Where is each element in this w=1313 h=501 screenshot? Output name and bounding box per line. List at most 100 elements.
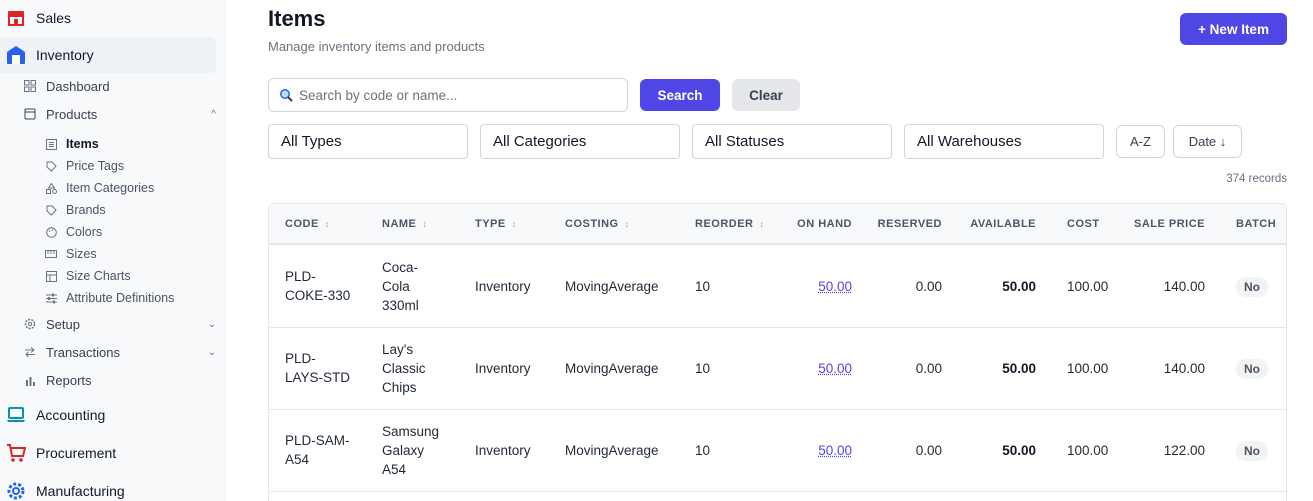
nav-products[interactable]: Products ^ <box>22 103 220 125</box>
nav-size-charts[interactable]: Size Charts <box>44 266 131 286</box>
cell-reserved: 0.00 <box>916 277 942 296</box>
cell-cost: 100.00 <box>1067 359 1108 378</box>
shapes-icon <box>44 183 58 194</box>
tag-icon <box>44 205 58 216</box>
nav-reports[interactable]: Reports <box>22 369 220 391</box>
on-hand-link[interactable]: 50.00 <box>818 277 852 296</box>
nav-price-tags[interactable]: Price Tags <box>44 156 124 176</box>
module-label: Manufacturing <box>36 483 125 499</box>
nav-label: Colors <box>66 225 102 239</box>
module-accounting[interactable]: Accounting <box>0 397 226 433</box>
laptop-icon <box>4 403 28 427</box>
cell-type: Inventory <box>475 441 531 460</box>
module-label: Sales <box>36 10 71 26</box>
cell-available: 50.00 <box>1002 441 1036 460</box>
sort-icon: ↕ <box>625 219 630 229</box>
cell-sale-price: 140.00 <box>1164 359 1205 378</box>
status-filter-select[interactable]: All Statuses <box>692 124 892 159</box>
cart-icon <box>4 441 28 465</box>
nav-setup[interactable]: Setup ⌄ <box>22 313 220 335</box>
nav-label: Size Charts <box>66 269 131 283</box>
nav-label: Dashboard <box>46 79 110 94</box>
header-name[interactable]: NAME ↕ <box>382 218 427 230</box>
nav-label: Item Categories <box>66 181 154 195</box>
header-on-hand: ON HAND <box>797 218 852 230</box>
cell-reorder: 10 <box>695 277 710 296</box>
table-row[interactable]: PLD- COKE-330 Coca- Cola 330ml Inventory Mo… <box>269 246 1287 328</box>
header-type[interactable]: TYPE ↕ <box>475 218 517 230</box>
header-reorder[interactable]: REORDER ↕ <box>695 218 765 230</box>
nav-label: Setup <box>46 317 80 332</box>
sort-az-button[interactable]: A-Z <box>1116 125 1165 158</box>
nav-label: Reports <box>46 373 92 388</box>
sort-date-button[interactable]: Date ↓ <box>1173 125 1242 158</box>
clear-button[interactable]: Clear <box>732 79 800 111</box>
on-hand-link[interactable]: 50.00 <box>818 359 852 378</box>
header-cost: COST <box>1067 218 1100 230</box>
category-filter-select[interactable]: All Categories <box>480 124 680 159</box>
cell-reorder: 10 <box>695 359 710 378</box>
nav-items[interactable]: Items <box>44 134 99 154</box>
cell-available: 50.00 <box>1002 359 1036 378</box>
header-code[interactable]: CODE ↕ <box>285 218 330 230</box>
magnifier-icon <box>279 88 293 102</box>
cell-type: Inventory <box>475 277 531 296</box>
nav-colors[interactable]: Colors <box>44 222 102 242</box>
search-button[interactable]: Search <box>640 79 720 111</box>
search-input[interactable] <box>299 88 599 103</box>
cell-available: 50.00 <box>1002 277 1036 296</box>
cell-code: PLD- LAYS-STD <box>285 349 350 387</box>
record-count: 374 records <box>1226 173 1287 185</box>
nav-label: Transactions <box>46 345 120 360</box>
chevron-down-icon: ⌄ <box>208 347 216 358</box>
header-batch: BATCH <box>1236 218 1276 230</box>
on-hand-link[interactable]: 50.00 <box>818 441 852 460</box>
box-icon <box>22 108 38 120</box>
header-available: AVAILABLE <box>970 218 1036 230</box>
table-header: CODE ↕ NAME ↕ TYPE ↕ COSTING ↕ REORDER ↕ ON H… <box>269 204 1287 245</box>
palette-icon <box>44 227 58 238</box>
type-filter-select[interactable]: All Types <box>268 124 468 159</box>
sliders-icon <box>44 293 58 304</box>
cell-reorder: 10 <box>695 441 710 460</box>
nav-label: Price Tags <box>66 159 124 173</box>
gear-icon <box>22 318 38 330</box>
chevron-down-icon: ⌄ <box>208 319 216 330</box>
module-manufacturing[interactable]: Manufacturing <box>0 473 226 501</box>
nav-label: Items <box>66 137 99 151</box>
cell-name: Samsung Galaxy A54 <box>382 422 439 479</box>
header-reserved: RESERVED <box>878 218 942 230</box>
new-item-button[interactable]: + New Item <box>1180 13 1287 45</box>
batch-badge: No <box>1236 277 1268 297</box>
nav-attribute-definitions[interactable]: Attribute Definitions <box>44 288 174 308</box>
nav-item-categories[interactable]: Item Categories <box>44 178 154 198</box>
table-row[interactable]: PLD-SAM- A54 Samsung Galaxy A54 Inventory M… <box>269 410 1287 492</box>
table-row[interactable]: PLD- LAYS-STD Lay's Classic Chips Inventory… <box>269 328 1287 410</box>
swap-icon <box>22 346 38 358</box>
sort-icon: ↕ <box>422 219 427 229</box>
sort-icon: ↕ <box>760 219 765 229</box>
module-label: Inventory <box>36 47 94 63</box>
module-sales[interactable]: Sales <box>0 0 226 36</box>
sidebar: Sales Inventory Dashboard Products ^ Ite… <box>0 0 226 501</box>
sort-icon: ↕ <box>512 219 517 229</box>
header-sale-price: SALE PRICE <box>1134 218 1205 230</box>
nav-transactions[interactable]: Transactions ⌄ <box>22 341 220 363</box>
module-inventory[interactable]: Inventory <box>0 37 216 73</box>
nav-brands[interactable]: Brands <box>44 200 106 220</box>
module-procurement[interactable]: Procurement <box>0 435 226 471</box>
module-label: Procurement <box>36 445 116 461</box>
store-icon <box>4 6 28 30</box>
nav-label: Products <box>46 107 97 122</box>
list-icon <box>44 139 58 150</box>
warehouse-icon <box>4 43 28 67</box>
nav-sizes[interactable]: Sizes <box>44 244 97 264</box>
tag-icon <box>44 161 58 172</box>
module-label: Accounting <box>36 407 105 423</box>
nav-dashboard[interactable]: Dashboard <box>22 75 220 97</box>
warehouse-filter-select[interactable]: All Warehouses <box>904 124 1104 159</box>
cell-name: Coca- Cola 330ml <box>382 258 419 315</box>
batch-badge: No <box>1236 441 1268 461</box>
header-costing[interactable]: COSTING ↕ <box>565 218 630 230</box>
